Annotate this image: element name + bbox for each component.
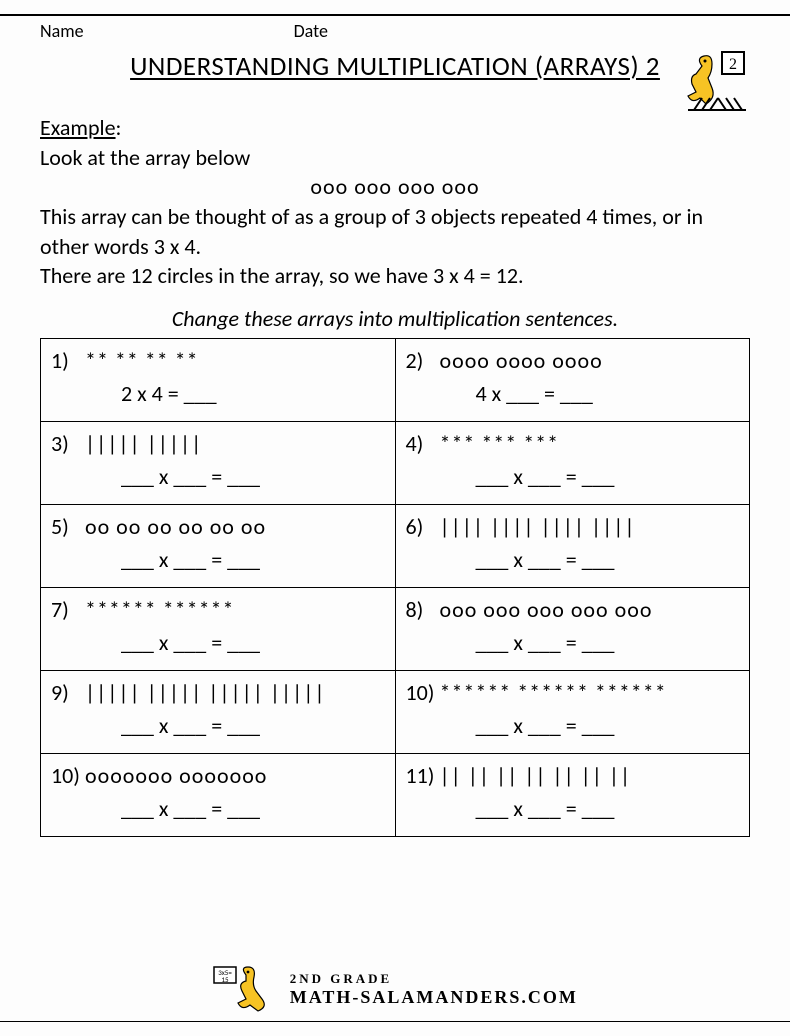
problem-array: |||| |||| |||| |||| <box>440 513 636 540</box>
problem-number: 9) <box>51 679 85 706</box>
problem-equation: 4 x ___ = ___ <box>476 380 740 407</box>
worksheet-title: UNDERSTANDING MULTIPLICATION (ARRAYS) 2 <box>40 50 750 83</box>
problem-cell: 10)ooooooo ooooooo ___ x ___ = ___ <box>41 754 396 837</box>
grade-number: 2 <box>729 56 737 73</box>
problem-cell: 11)|| || || || || || || ___ x ___ = ___ <box>395 754 750 837</box>
problem-number: 8) <box>406 596 440 623</box>
problem-cell: 5)oo oo oo oo oo oo ___ x ___ = ___ <box>41 505 396 588</box>
instruction: Change these arrays into multiplication … <box>40 305 750 332</box>
problem-cell: 3)||||| ||||| ___ x ___ = ___ <box>41 422 396 505</box>
problem-equation: ___ x ___ = ___ <box>476 629 740 656</box>
problem-equation: ___ x ___ = ___ <box>476 463 740 490</box>
problem-cell: 6)|||| |||| |||| |||| ___ x ___ = ___ <box>395 505 750 588</box>
problem-cell: 4)*** *** *** ___ x ___ = ___ <box>395 422 750 505</box>
problem-number: 11) <box>406 762 440 789</box>
example-array: ooo ooo ooo ooo <box>40 172 750 202</box>
problem-number: 2) <box>406 347 440 374</box>
problem-equation: ___ x ___ = ___ <box>121 463 385 490</box>
problem-equation: ___ x ___ = ___ <box>476 712 740 739</box>
footer-grade: 2ND GRADE <box>290 971 578 987</box>
problem-array: oo oo oo oo oo oo <box>85 513 266 540</box>
problem-equation: ___ x ___ = ___ <box>476 546 740 573</box>
name-date-row: Name Date <box>40 20 750 42</box>
problem-number: 3) <box>51 430 85 457</box>
problems-table: 1)** ** ** ** 2 x 4 = ___ 2)oooo oooo oooo… <box>40 338 750 837</box>
footer: 3x5= 15 2ND GRADE MATH-SALAMANDERS.COM <box>0 963 790 1022</box>
date-label: Date <box>294 20 328 42</box>
problem-number: 7) <box>51 596 85 623</box>
problem-array: ****** ****** <box>85 596 234 623</box>
problem-cell: 1)** ** ** ** 2 x 4 = ___ <box>41 339 396 422</box>
problem-number: 4) <box>406 430 440 457</box>
problem-cell: 9)||||| ||||| ||||| ||||| ___ x ___ = ___ <box>41 671 396 754</box>
footer-brand: MATH-SALAMANDERS.COM <box>290 987 578 1008</box>
example-section: Example: Look at the array below ooo ooo… <box>40 113 750 291</box>
problem-array: ooo ooo ooo ooo ooo <box>440 596 653 623</box>
problem-cell: 7)****** ****** ___ x ___ = ___ <box>41 588 396 671</box>
example-line3: There are 12 circles in the array, so we… <box>40 261 750 291</box>
salamander-logo: 2 <box>682 48 752 118</box>
problem-equation: ___ x ___ = ___ <box>121 712 385 739</box>
problem-array: || || || || || || || <box>440 762 632 789</box>
problem-equation: ___ x ___ = ___ <box>121 629 385 656</box>
problem-array: ****** ****** ****** <box>440 679 667 706</box>
problem-number: 6) <box>406 513 440 540</box>
problem-array: ** ** ** ** <box>85 347 199 374</box>
example-line1: Look at the array below <box>40 143 750 173</box>
problem-equation: ___ x ___ = ___ <box>121 546 385 573</box>
problem-number: 5) <box>51 513 85 540</box>
problem-array: ||||| ||||| ||||| ||||| <box>85 679 326 706</box>
problem-array: ||||| ||||| <box>85 430 202 457</box>
problem-number: 1) <box>51 347 85 374</box>
problem-array: oooo oooo oooo <box>440 347 603 374</box>
problem-cell: 2)oooo oooo oooo 4 x ___ = ___ <box>395 339 750 422</box>
example-line2: This array can be thought of as a group … <box>40 202 750 261</box>
problem-array: ooooooo ooooooo <box>85 762 267 789</box>
problem-equation: ___ x ___ = ___ <box>121 795 385 822</box>
problem-number: 10) <box>406 679 440 706</box>
name-label: Name <box>40 20 84 42</box>
problem-array: *** *** *** <box>440 430 560 457</box>
example-label: Example <box>40 114 116 141</box>
problem-cell: 8)ooo ooo ooo ooo ooo ___ x ___ = ___ <box>395 588 750 671</box>
problem-cell: 10)****** ****** ****** ___ x ___ = ___ <box>395 671 750 754</box>
problem-equation: 2 x 4 = ___ <box>121 380 385 407</box>
svg-text:15: 15 <box>222 975 230 984</box>
problem-number: 10) <box>51 762 85 789</box>
problem-equation: ___ x ___ = ___ <box>476 795 740 822</box>
